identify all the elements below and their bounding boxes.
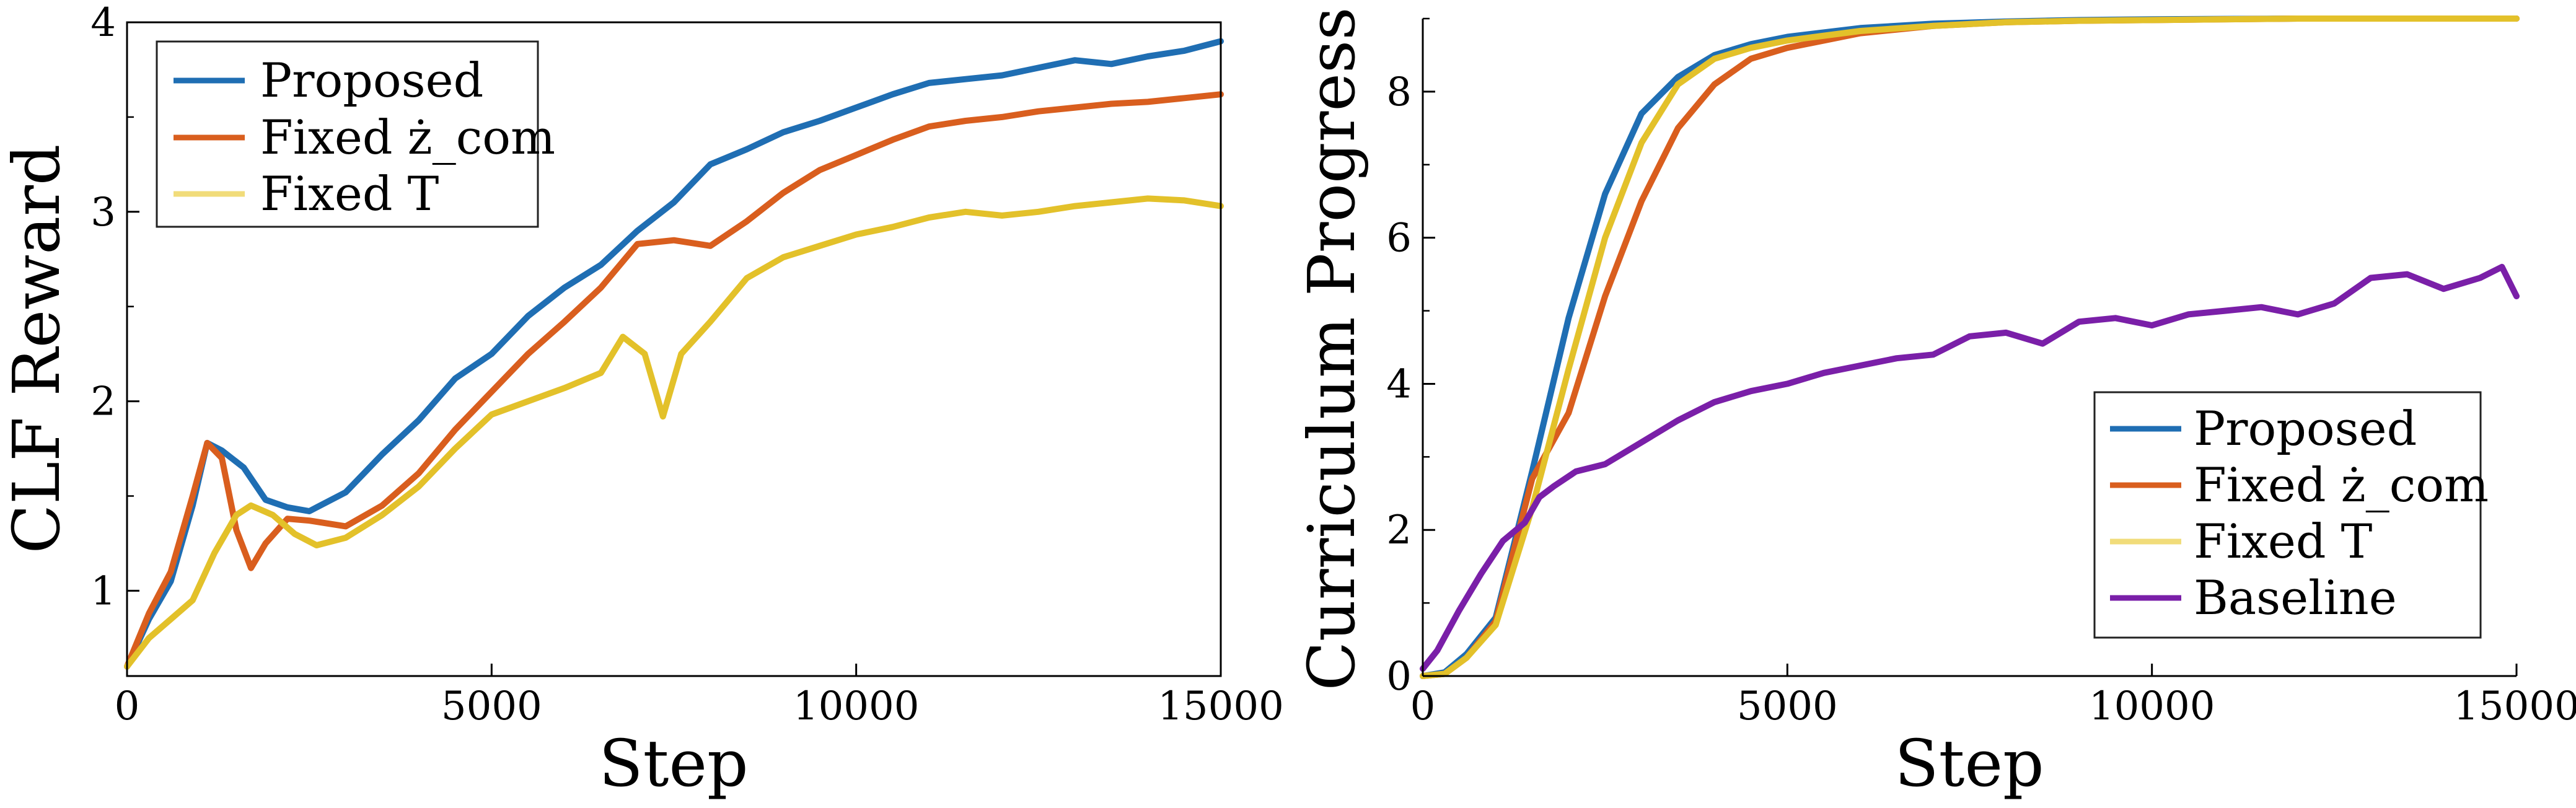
x-tick-label: 5000 bbox=[1737, 683, 1838, 729]
legend-label-proposed-2: Proposed bbox=[2194, 401, 2417, 456]
y-tick-label: 6 bbox=[1386, 216, 1412, 261]
x-tick-label: 10000 bbox=[793, 683, 920, 729]
legend-label-fixed-zcom: Fixed ż_com bbox=[260, 110, 555, 165]
series-line-fixed-t-0 bbox=[124, 195, 1224, 670]
y-tick-label: 2 bbox=[90, 379, 116, 425]
y-axis-label-curriculum-progress: Curriculum Progress bbox=[1294, 7, 1369, 690]
legend-label-fixed-t: Fixed T bbox=[260, 166, 439, 221]
x-tick-label: 15000 bbox=[2453, 683, 2576, 729]
ticks-curriculum-progress: 0 5000 10000 15000 0 2 4 6 8 bbox=[1386, 17, 2576, 729]
x-axis-label-curriculum-progress: Step bbox=[1894, 726, 2044, 801]
plot-frame-clf-reward bbox=[126, 21, 1222, 677]
x-tick-label: 15000 bbox=[1158, 683, 1284, 729]
y-tick-label: 4 bbox=[1386, 361, 1412, 407]
legend-clf-reward: Proposed Fixed ż_com Fixed T bbox=[156, 40, 555, 228]
legend-label-fixed-zcom-2: Fixed ż_com bbox=[2194, 457, 2489, 512]
plot-area-curriculum-progress bbox=[1420, 15, 2520, 679]
y-tick-label: 1 bbox=[90, 568, 116, 614]
chart-clf-reward: 0 5000 10000 15000 1 2 3 4 Step CLF Reward Prop… bbox=[0, 0, 1284, 801]
y-tick-label: 2 bbox=[1386, 507, 1412, 553]
plot-area-clf-reward bbox=[124, 38, 1224, 670]
legend-label-fixed-t-2: Fixed T bbox=[2194, 514, 2372, 569]
legend-curriculum-progress: Proposed Fixed ż_com Fixed T Baseline bbox=[2093, 391, 2489, 639]
x-tick-label: 5000 bbox=[441, 683, 542, 729]
series-line-fixed-t-1 bbox=[1420, 15, 2520, 679]
legend-label-baseline: Baseline bbox=[2194, 570, 2397, 625]
y-tick-label: 3 bbox=[90, 190, 116, 235]
ticks-clf-reward: 0 5000 10000 15000 1 2 3 4 bbox=[90, 0, 1284, 729]
chart-curriculum-progress: 0 5000 10000 15000 0 2 4 6 8 Step Curriculum Pro… bbox=[1294, 7, 2576, 801]
y-tick-label: 4 bbox=[90, 0, 116, 46]
y-tick-label: 0 bbox=[1386, 654, 1412, 700]
y-axis-label-clf-reward: CLF Reward bbox=[0, 144, 74, 553]
y-tick-label: 8 bbox=[1386, 69, 1412, 115]
axes-curriculum-progress bbox=[1422, 19, 2517, 677]
legend-label-proposed: Proposed bbox=[260, 53, 483, 108]
x-tick-label: 0 bbox=[115, 683, 140, 729]
x-tick-label: 0 bbox=[1410, 683, 1436, 729]
x-axis-label-clf-reward: Step bbox=[599, 726, 748, 801]
series-line-baseline-1 bbox=[1420, 263, 2520, 672]
series-line-proposed-0 bbox=[124, 38, 1224, 670]
x-tick-label: 10000 bbox=[2089, 683, 2215, 729]
